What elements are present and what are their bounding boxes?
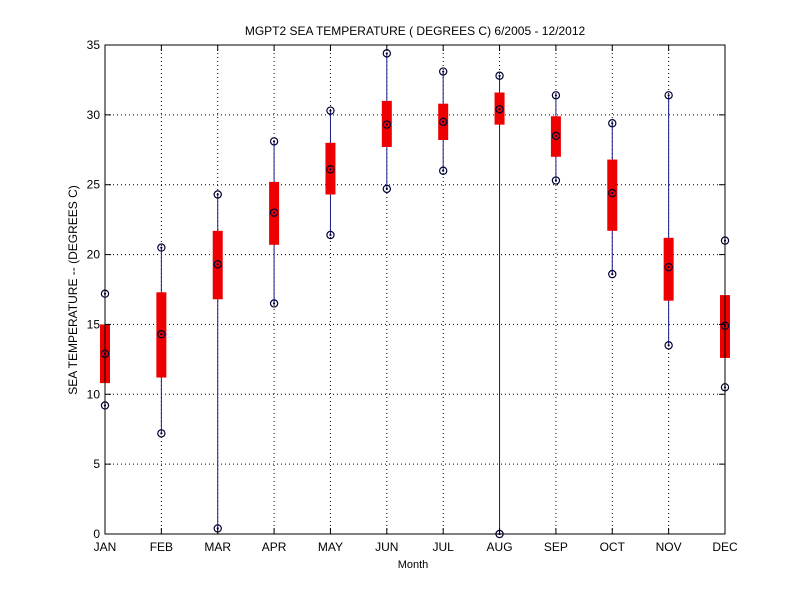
- max-marker-dot-sep: [554, 94, 558, 97]
- max-marker-dot-oct: [611, 122, 614, 125]
- median-marker-dot-jun: [385, 123, 388, 126]
- y-tick-label: 0: [93, 527, 100, 541]
- y-tick-label: 30: [87, 108, 101, 122]
- x-tick-label: OCT: [600, 540, 626, 554]
- median-marker-dot-feb: [160, 333, 163, 336]
- max-marker-nov: [664, 91, 673, 100]
- min-marker-dot-apr: [272, 302, 276, 305]
- median-marker-jul: [438, 117, 448, 127]
- x-axis-label: Month: [398, 559, 429, 571]
- median-marker-sep: [551, 131, 561, 141]
- y-axis-label: SEA TEMPERATURE -- (DEGREES C): [66, 185, 80, 395]
- median-marker-aug: [495, 105, 504, 114]
- iqr-box-oct: [607, 159, 618, 231]
- min-marker-dot-sep: [554, 179, 558, 182]
- max-marker-dot-jun: [385, 52, 388, 55]
- y-tick-label: 10: [87, 387, 101, 401]
- median-marker-jun: [382, 120, 392, 129]
- max-marker-dot-feb: [160, 246, 163, 249]
- x-tick-label: SEP: [544, 540, 568, 554]
- max-marker-dot-apr: [272, 140, 276, 143]
- median-marker-dot-nov: [667, 266, 670, 269]
- y-tick-label: 20: [87, 248, 101, 262]
- max-marker-sep: [551, 91, 561, 100]
- max-marker-feb: [157, 243, 166, 252]
- min-marker-oct: [608, 269, 617, 279]
- y-tick-label: 35: [87, 38, 101, 52]
- iqr-box-nov: [663, 237, 674, 301]
- min-marker-dot-jul: [442, 169, 445, 172]
- median-marker-feb: [157, 330, 166, 339]
- median-marker-dot-apr: [272, 211, 276, 214]
- min-marker-jun: [382, 184, 392, 194]
- x-tick-label: MAR: [204, 540, 231, 554]
- max-marker-dot-nov: [667, 94, 670, 97]
- y-tick-label: 5: [93, 457, 100, 471]
- min-marker-dot-jun: [385, 187, 388, 191]
- x-tick-label: APR: [262, 540, 287, 554]
- median-marker-dot-oct: [611, 191, 614, 195]
- max-marker-oct: [608, 119, 617, 128]
- median-marker-apr: [269, 208, 279, 217]
- x-tick-label: NOV: [656, 540, 682, 554]
- min-marker-jul: [438, 166, 448, 175]
- median-marker-dot-jul: [442, 120, 445, 123]
- max-marker-dot-jul: [442, 70, 445, 73]
- x-tick-label: MAY: [318, 540, 343, 554]
- median-marker-dot-mar: [216, 263, 219, 266]
- min-marker-dot-nov: [667, 344, 670, 347]
- grid-layer: [105, 45, 725, 534]
- max-marker-dot-mar: [216, 193, 219, 196]
- min-marker-dot-may: [329, 233, 332, 237]
- min-marker-may: [326, 230, 335, 240]
- x-tick-label: FEB: [150, 540, 173, 554]
- max-marker-may: [326, 106, 335, 115]
- min-marker-dot-oct: [611, 273, 614, 276]
- median-marker-may: [326, 165, 335, 174]
- min-marker-feb: [157, 429, 166, 438]
- max-marker-aug: [495, 71, 504, 80]
- max-marker-dot-aug: [498, 74, 501, 77]
- tick-layer: 0 5 10 15 20 25 30 35 JAN FEB MAR APR MAY JUN JUL AUG SE…: [87, 38, 738, 554]
- whisker-layer: [104, 53, 726, 534]
- x-tick-label: JUL: [433, 540, 455, 554]
- median-marker-dot-may: [329, 168, 332, 171]
- max-marker-apr: [269, 137, 279, 146]
- min-marker-sep: [551, 176, 561, 185]
- median-marker-dot-sep: [554, 134, 558, 137]
- x-tick-label: DEC: [712, 540, 738, 554]
- box-layer: [100, 92, 730, 384]
- axes-frame: [104, 44, 726, 535]
- marker-layer: [100, 49, 730, 539]
- y-tick-label: 15: [87, 317, 101, 331]
- min-marker-apr: [269, 299, 279, 308]
- max-marker-mar: [213, 190, 222, 199]
- x-tick-label: JUN: [375, 540, 398, 554]
- median-marker-dot-aug: [498, 108, 501, 111]
- min-marker-nov: [664, 341, 673, 350]
- min-marker-dot-feb: [160, 432, 163, 435]
- y-tick-label: 25: [87, 178, 101, 192]
- x-tick-label: JAN: [94, 540, 117, 554]
- median-marker-mar: [213, 260, 222, 269]
- max-marker-jul: [438, 67, 448, 76]
- max-marker-dot-may: [329, 109, 332, 112]
- chart-title: MGPT2 SEA TEMPERATURE ( DEGREES C) 6/200…: [245, 24, 586, 38]
- x-tick-label: AUG: [487, 540, 513, 554]
- median-marker-oct: [608, 188, 617, 198]
- median-marker-nov: [664, 262, 673, 272]
